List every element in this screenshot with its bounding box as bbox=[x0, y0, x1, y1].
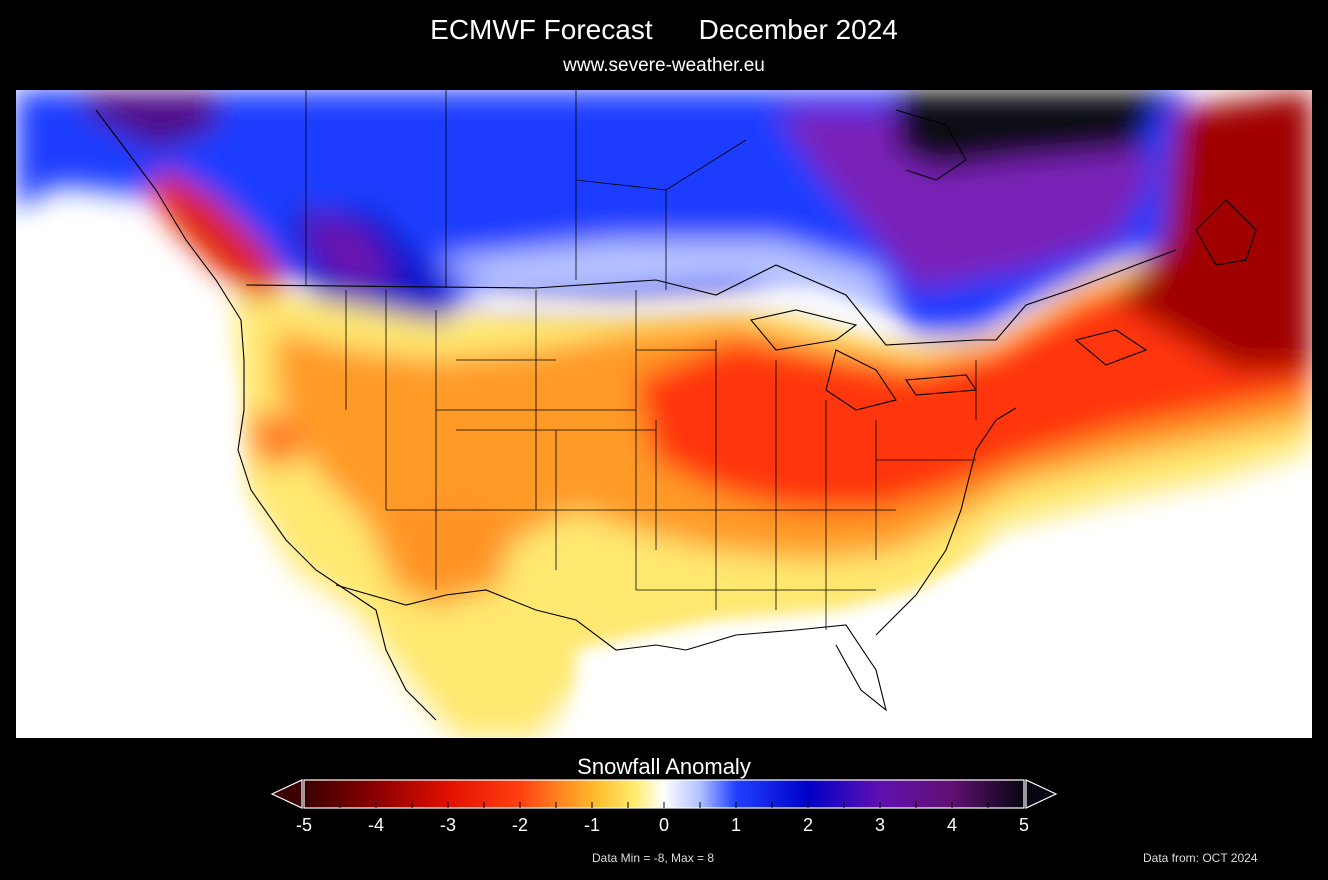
canadian-provinces bbox=[305, 90, 747, 290]
purple-bc bbox=[76, 90, 216, 150]
us-canada-border bbox=[245, 249, 1177, 346]
red-great-lakes bbox=[636, 160, 1312, 510]
neutral-areas bbox=[16, 220, 1312, 738]
orange-southwest bbox=[396, 490, 516, 600]
website-url: www.severe-weather.eu bbox=[563, 55, 765, 76]
colorbar-tick-label: 3 bbox=[874, 815, 886, 835]
hudson-bay-outline bbox=[895, 109, 967, 181]
red-pacific-nw bbox=[146, 170, 286, 300]
neutral-pacific bbox=[16, 220, 336, 738]
colorbar-min-arrow bbox=[270, 779, 303, 809]
neutral-gulf bbox=[576, 510, 1312, 738]
colorbar-max-arrow bbox=[1025, 779, 1058, 809]
data-range-note: Data Min = -8, Max = 8 bbox=[592, 851, 715, 865]
boundaries bbox=[95, 90, 1257, 721]
title-date: December 2024 bbox=[698, 14, 898, 45]
anomaly-field bbox=[16, 90, 1312, 738]
legend-title: Snowfall Anomaly bbox=[577, 754, 751, 779]
colorbar-minor-ticks bbox=[339, 802, 989, 808]
map-title: ECMWF Forecast December 2024 bbox=[0, 14, 1328, 46]
colorbar-tick-label: 0 bbox=[658, 815, 670, 835]
nova-scotia-outline bbox=[1074, 329, 1148, 366]
colorbar-tick-label: -1 bbox=[583, 815, 601, 835]
orange-california bbox=[251, 410, 306, 470]
darkred-atlantic bbox=[1116, 90, 1312, 370]
colorbar-tick-label: 1 bbox=[730, 815, 742, 835]
colorbar-tick-label: 4 bbox=[946, 815, 958, 835]
colorbar-tick-label: 5 bbox=[1018, 815, 1030, 835]
colorbar-tick-label: -2 bbox=[511, 815, 529, 835]
colorbar-tick-label: -3 bbox=[439, 815, 457, 835]
gulf-coast bbox=[685, 624, 887, 712]
neutral-band bbox=[466, 290, 916, 335]
data-source-note: Data from: OCT 2024 bbox=[1143, 851, 1258, 865]
east-coast bbox=[875, 407, 1017, 636]
dark-hudson bbox=[896, 90, 1166, 170]
colorbar bbox=[270, 778, 1060, 810]
west-coastline bbox=[95, 109, 437, 721]
anomaly-map-svg bbox=[16, 90, 1312, 738]
colorbar-tick-label: -5 bbox=[295, 815, 313, 835]
title-model: ECMWF Forecast bbox=[430, 14, 653, 45]
newfoundland-outline bbox=[1195, 199, 1257, 266]
forecast-map bbox=[16, 90, 1312, 738]
colorbar-tick-label: 2 bbox=[802, 815, 814, 835]
us-mexico-border bbox=[335, 584, 687, 651]
state-lines bbox=[345, 290, 977, 630]
colorbar-svg bbox=[270, 779, 1058, 809]
purple-rockies bbox=[306, 210, 396, 290]
colorbar-tick-label: -4 bbox=[367, 815, 385, 835]
